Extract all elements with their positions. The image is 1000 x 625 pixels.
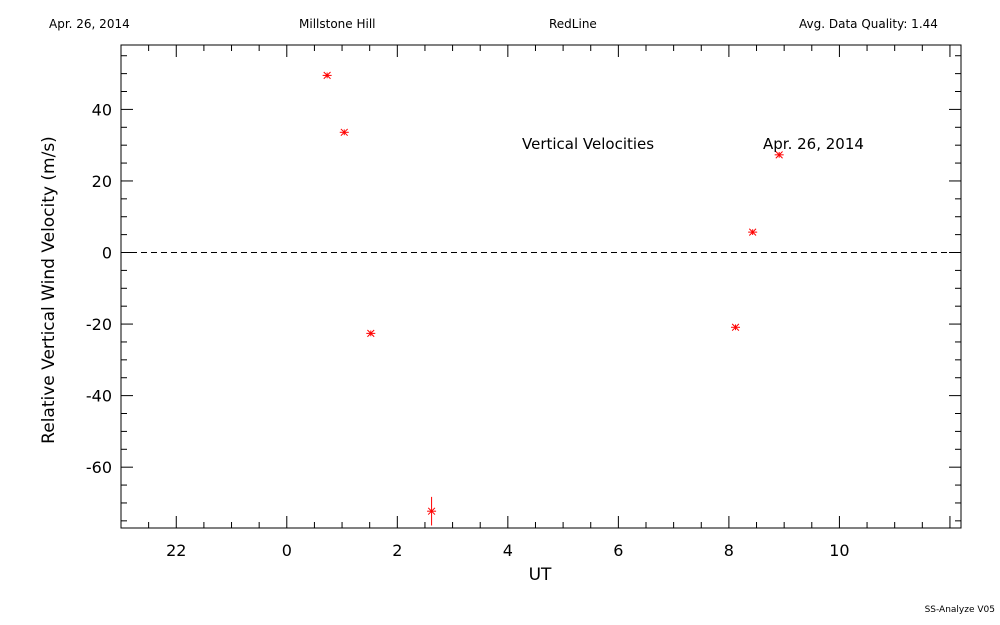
header-instrument: RedLine <box>549 17 597 31</box>
x-tick-label: 4 <box>503 541 513 560</box>
x-tick-label: 2 <box>392 541 402 560</box>
data-points <box>322 71 784 526</box>
y-tick-label: -60 <box>86 458 112 477</box>
data-point <box>748 228 758 236</box>
y-axis-label: Relative Vertical Wind Velocity (m/s) <box>39 136 59 444</box>
data-point <box>366 329 376 338</box>
data-point <box>322 71 332 80</box>
header-site: Millstone Hill <box>299 17 376 31</box>
plot-frame <box>120 44 962 529</box>
y-tick-label: 20 <box>92 172 112 191</box>
data-point <box>731 323 741 332</box>
y-tick-label: -40 <box>86 387 112 406</box>
header-quality: Avg. Data Quality: 1.44 <box>799 17 938 31</box>
chart-title: Vertical Velocities <box>522 135 654 153</box>
x-tick-label: 22 <box>166 541 186 560</box>
x-ticks: 22 0 2 4 6 8 10 <box>120 45 951 560</box>
x-axis-label: UT <box>529 565 552 585</box>
x-tick-label: 6 <box>613 541 623 560</box>
version-label: SS-Analyze V05 <box>924 605 995 615</box>
y-tick-label: 0 <box>102 244 112 263</box>
x-tick-label: 8 <box>724 541 734 560</box>
axes <box>120 44 962 529</box>
x-tick-label: 10 <box>829 541 849 560</box>
data-point <box>339 128 349 137</box>
data-point <box>427 496 437 526</box>
header-date: Apr. 26, 2014 <box>49 17 130 31</box>
y-tick-label: 40 <box>92 100 112 119</box>
data-point <box>774 151 784 159</box>
y-ticks: 40 20 0 -20 -40 -60 <box>86 55 961 522</box>
y-tick-label: -20 <box>86 315 112 334</box>
x-tick-label: 0 <box>282 541 292 560</box>
chart-date-label: Apr. 26, 2014 <box>763 135 864 153</box>
